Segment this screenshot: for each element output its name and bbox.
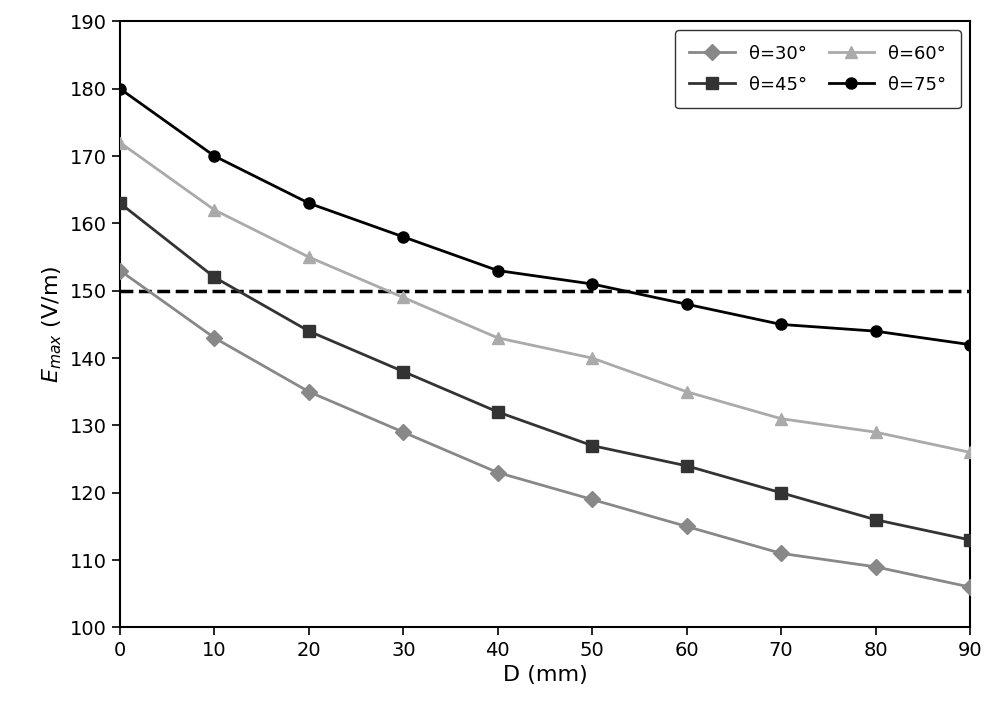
θ=45°	[492, 408, 504, 416]
θ=75°	[681, 300, 693, 309]
θ=45°	[775, 488, 787, 497]
θ=75°	[964, 340, 976, 349]
θ=30°	[492, 468, 504, 477]
θ=45°	[681, 461, 693, 470]
θ=30°	[114, 266, 126, 275]
θ=75°	[870, 327, 882, 335]
θ=75°	[208, 152, 220, 160]
θ=75°	[492, 266, 504, 275]
θ=45°	[397, 367, 409, 376]
θ=60°	[681, 387, 693, 396]
θ=60°	[964, 448, 976, 456]
θ=60°	[397, 293, 409, 302]
θ=30°	[775, 549, 787, 558]
Line: θ=45°: θ=45°	[114, 198, 976, 545]
θ=75°	[775, 320, 787, 329]
θ=30°	[681, 522, 693, 530]
Y-axis label: $E_{max}$ (V/m): $E_{max}$ (V/m)	[41, 266, 64, 383]
Line: θ=60°: θ=60°	[114, 137, 976, 458]
θ=75°	[303, 199, 315, 207]
θ=75°	[397, 232, 409, 241]
Line: θ=75°: θ=75°	[114, 83, 976, 350]
θ=75°	[586, 279, 598, 288]
θ=60°	[586, 354, 598, 362]
θ=45°	[964, 535, 976, 544]
θ=30°	[964, 583, 976, 591]
Legend: θ=30°, θ=45°, θ=60°, θ=75°: θ=30°, θ=45°, θ=60°, θ=75°	[675, 31, 961, 108]
θ=60°	[114, 138, 126, 147]
θ=60°	[208, 205, 220, 214]
θ=30°	[870, 563, 882, 571]
θ=75°	[114, 84, 126, 93]
θ=45°	[208, 273, 220, 282]
θ=30°	[397, 428, 409, 436]
θ=30°	[586, 496, 598, 504]
θ=45°	[586, 441, 598, 450]
θ=30°	[303, 387, 315, 396]
X-axis label: D (mm): D (mm)	[503, 665, 587, 685]
Line: θ=30°: θ=30°	[114, 265, 976, 593]
θ=60°	[870, 428, 882, 436]
θ=45°	[870, 515, 882, 524]
θ=60°	[775, 414, 787, 423]
θ=30°	[208, 334, 220, 342]
θ=45°	[303, 327, 315, 335]
θ=45°	[114, 199, 126, 207]
θ=60°	[492, 334, 504, 342]
θ=60°	[303, 253, 315, 262]
